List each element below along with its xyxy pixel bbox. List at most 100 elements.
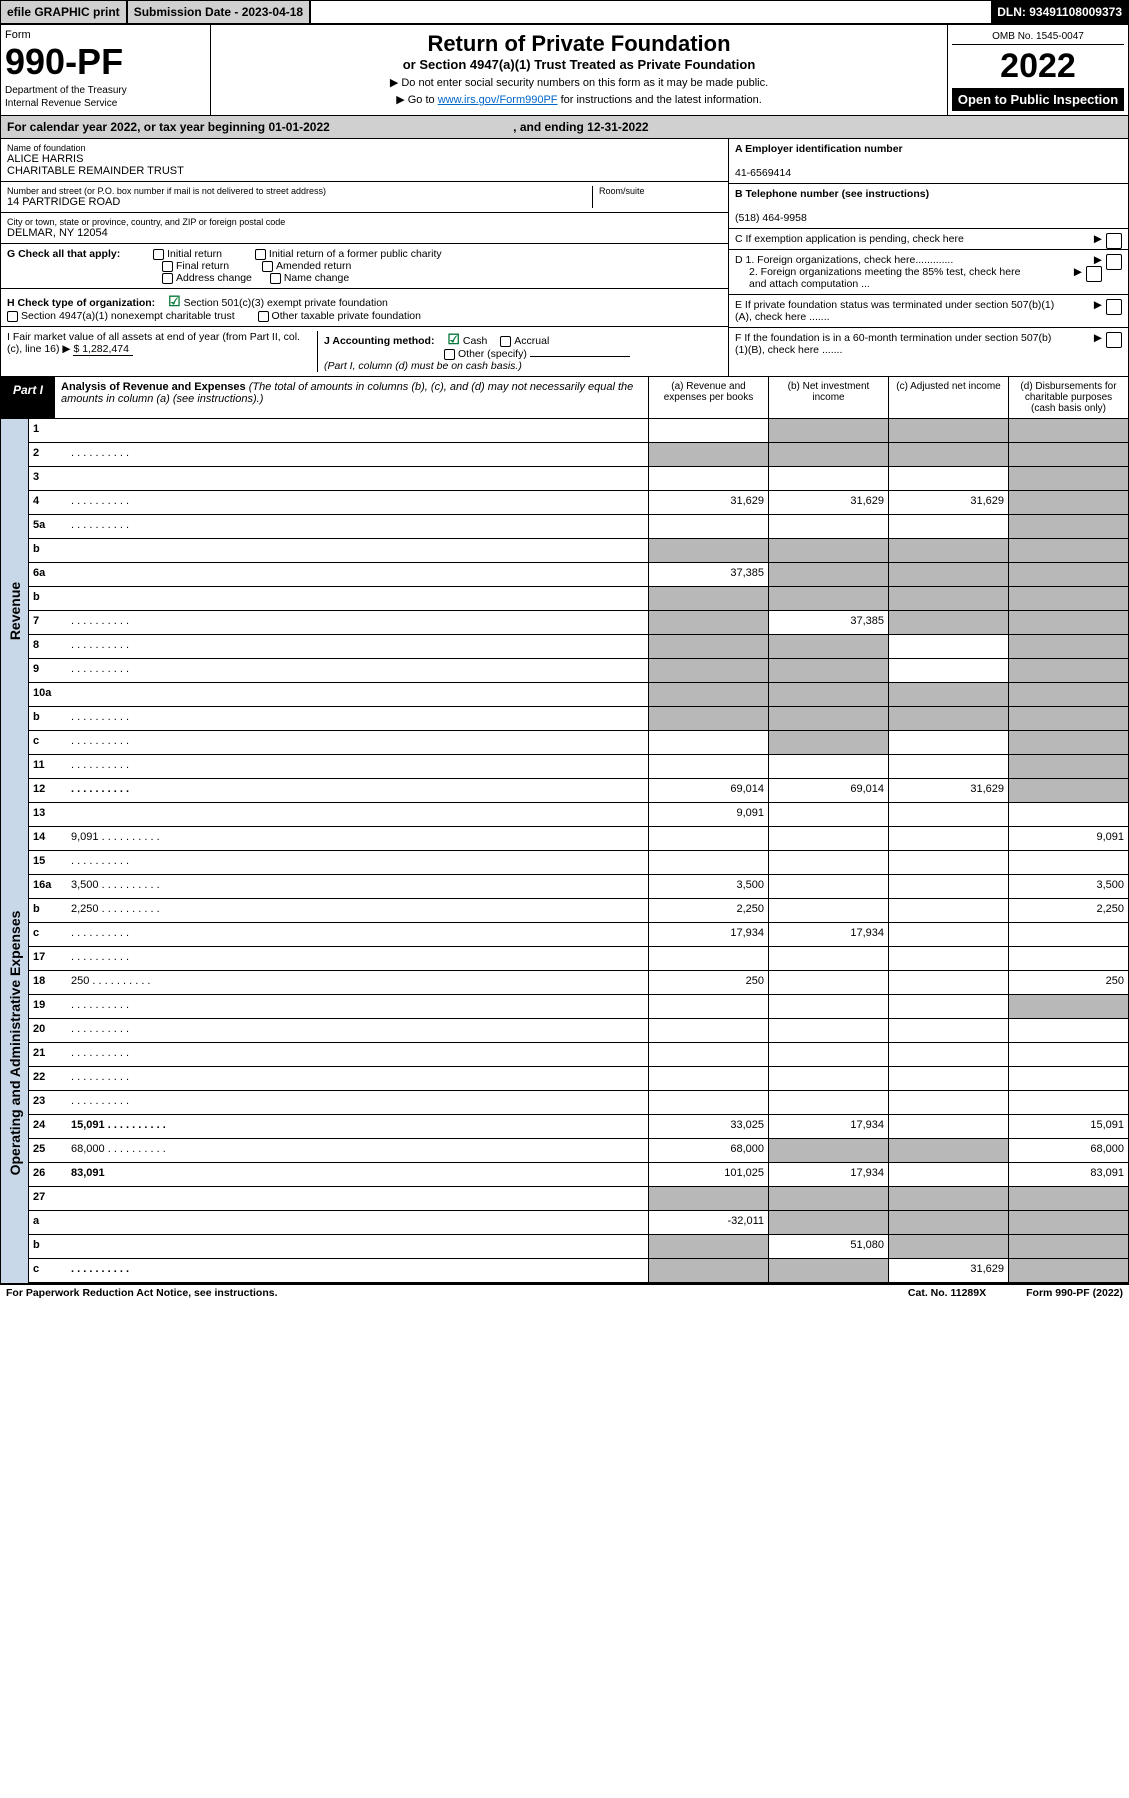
amount-cell-a: 2,250 — [648, 899, 768, 922]
amount-cell-a: 17,934 — [648, 923, 768, 946]
amount-cell-b — [768, 1043, 888, 1066]
amount-cell-a — [648, 443, 768, 466]
amount-cell-a — [648, 587, 768, 610]
amount-cell-d — [1008, 995, 1128, 1018]
table-row: 5a — [29, 515, 1128, 539]
line-description — [67, 1067, 648, 1090]
line-description — [67, 803, 648, 826]
amount-cell-b — [768, 731, 888, 754]
tax-year: 2022 — [952, 45, 1124, 88]
amount-cell-d — [1008, 1043, 1128, 1066]
check-amended[interactable] — [262, 261, 273, 272]
f-check[interactable] — [1106, 332, 1122, 348]
table-row: 19 — [29, 995, 1128, 1019]
amount-cell-b: 37,385 — [768, 611, 888, 634]
a-cell: A Employer identification number 41-6569… — [729, 139, 1128, 184]
amount-cell-d — [1008, 635, 1128, 658]
amount-cell-c: 31,629 — [888, 779, 1008, 802]
table-row: b — [29, 707, 1128, 731]
amount-cell-d: 3,500 — [1008, 875, 1128, 898]
check-final[interactable] — [162, 261, 173, 272]
amount-cell-b: 51,080 — [768, 1235, 888, 1258]
check-other-taxable[interactable] — [258, 311, 269, 322]
expenses-label: Operating and Administrative Expenses — [1, 803, 29, 1283]
table-row: 17 — [29, 947, 1128, 971]
calendar-row: For calendar year 2022, or tax year begi… — [1, 116, 1128, 139]
line-number: 13 — [29, 803, 67, 826]
phone-value: (518) 464-9958 — [735, 212, 807, 224]
info-grid: Name of foundation ALICE HARRIS CHARITAB… — [1, 139, 1128, 377]
line-number: 11 — [29, 755, 67, 778]
table-row: 20 — [29, 1019, 1128, 1043]
e-check[interactable] — [1106, 299, 1122, 315]
form-note2: ▶ Go to www.irs.gov/Form990PF for instru… — [217, 93, 941, 106]
form-container: efile GRAPHIC print Submission Date - 20… — [0, 0, 1129, 1284]
line-number: 9 — [29, 659, 67, 682]
d2-check[interactable] — [1086, 266, 1102, 282]
amount-cell-d: 15,091 — [1008, 1115, 1128, 1138]
table-row: 737,385 — [29, 611, 1128, 635]
d1-check[interactable] — [1106, 254, 1122, 270]
table-row: 16a3,5003,5003,500 — [29, 875, 1128, 899]
table-row: 9 — [29, 659, 1128, 683]
h-cell: H Check type of organization: ☑ Section … — [1, 289, 728, 327]
check-4947[interactable] — [7, 311, 18, 322]
col-b-header: (b) Net investment income — [768, 377, 888, 418]
i-value: $ 1,282,474 — [73, 343, 133, 356]
header-center: Return of Private Foundation or Section … — [211, 25, 948, 115]
amount-cell-b — [768, 827, 888, 850]
col-c-header: (c) Adjusted net income — [888, 377, 1008, 418]
amount-cell-a: -32,011 — [648, 1211, 768, 1234]
amount-cell-d — [1008, 947, 1128, 970]
amount-cell-d — [1008, 1211, 1128, 1234]
table-row: 2683,091101,02517,93483,091 — [29, 1163, 1128, 1187]
amount-cell-c — [888, 443, 1008, 466]
i-label: I Fair market value of all assets at end… — [7, 331, 300, 355]
amount-cell-a — [648, 707, 768, 730]
footer-cat: Cat. No. 11289X — [908, 1287, 986, 1299]
col-d-header: (d) Disbursements for charitable purpose… — [1008, 377, 1128, 418]
instructions-link[interactable]: www.irs.gov/Form990PF — [438, 94, 558, 106]
line-number: c — [29, 923, 67, 946]
amount-cell-c — [888, 467, 1008, 490]
check-name[interactable] — [270, 273, 281, 284]
table-row: 1 — [29, 419, 1128, 443]
amount-cell-d: 9,091 — [1008, 827, 1128, 850]
topbar: efile GRAPHIC print Submission Date - 20… — [1, 1, 1128, 25]
check-address[interactable] — [162, 273, 173, 284]
revenue-text: Revenue — [7, 582, 23, 640]
line-number: 21 — [29, 1043, 67, 1066]
check-other-method[interactable] — [444, 349, 455, 360]
ij-cell: I Fair market value of all assets at end… — [1, 327, 728, 376]
amount-cell-b: 31,629 — [768, 491, 888, 514]
note2-pre: ▶ Go to — [396, 94, 437, 106]
check-accrual[interactable] — [500, 336, 511, 347]
amount-cell-c — [888, 1019, 1008, 1042]
city-cell: City or town, state or province, country… — [1, 213, 728, 244]
amount-cell-c — [888, 515, 1008, 538]
check-initial[interactable] — [153, 249, 164, 260]
amount-cell-c — [888, 971, 1008, 994]
amount-cell-a: 250 — [648, 971, 768, 994]
line-description — [67, 467, 648, 490]
line-number: 20 — [29, 1019, 67, 1042]
line-description — [67, 491, 648, 514]
note2-post: for instructions and the latest informat… — [558, 94, 762, 106]
check-initial-public[interactable] — [255, 249, 266, 260]
amount-cell-b — [768, 875, 888, 898]
amount-cell-b — [768, 419, 888, 442]
dept-treasury: Department of the Treasury — [5, 85, 206, 96]
amount-cell-c — [888, 1235, 1008, 1258]
line-number: 14 — [29, 827, 67, 850]
amount-cell-a — [648, 659, 768, 682]
amount-cell-d — [1008, 467, 1128, 490]
name-label: Name of foundation — [7, 143, 722, 153]
line-description — [67, 707, 648, 730]
amount-cell-c — [888, 947, 1008, 970]
dln: DLN: 93491108009373 — [991, 1, 1128, 23]
amount-cell-b — [768, 947, 888, 970]
line-description — [67, 779, 648, 802]
amount-cell-c — [888, 611, 1008, 634]
c-check[interactable] — [1106, 233, 1122, 249]
amount-cell-a: 68,000 — [648, 1139, 768, 1162]
